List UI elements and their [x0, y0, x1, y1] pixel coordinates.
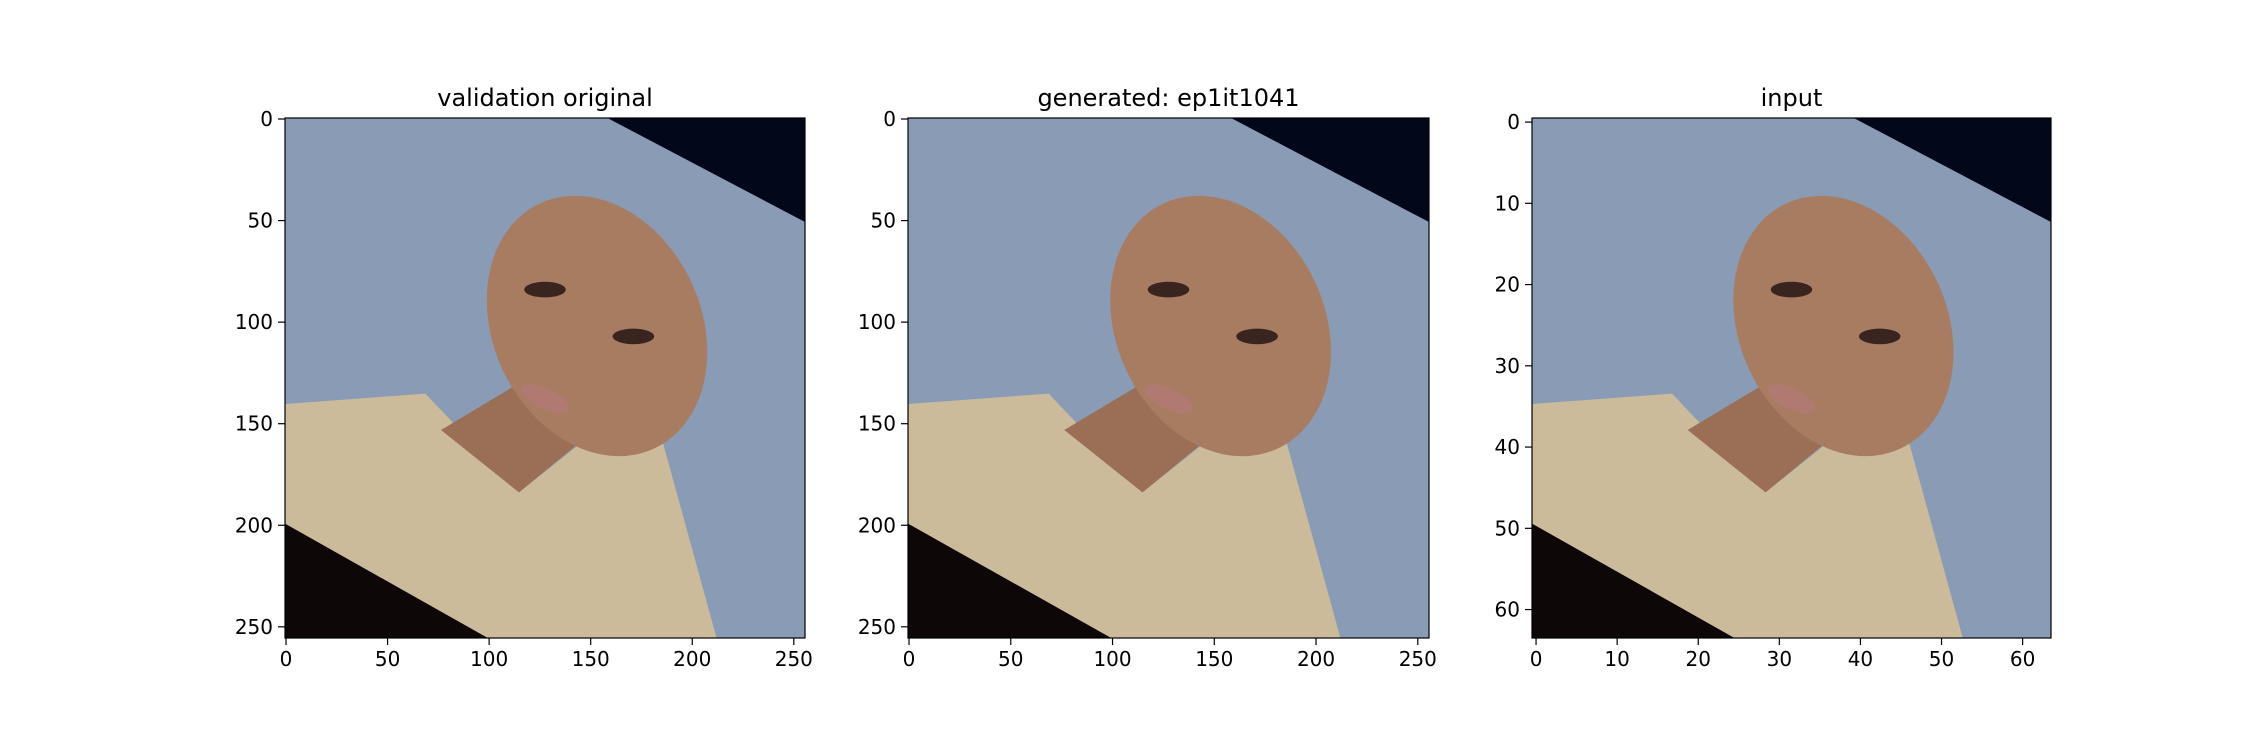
axes-frame: [284, 117, 806, 639]
x-tick-label: 0: [903, 647, 916, 671]
subplot: input 0 10 20 30 40 50 60 0 10 20 30 40 50 60: [1495, 84, 2052, 671]
y-tick-label: 100: [235, 310, 273, 334]
axes-frame: [907, 117, 1430, 639]
image: [1532, 118, 2051, 638]
x-tick-label: 100: [470, 647, 508, 671]
x-tick-label: 10: [1604, 647, 1629, 671]
image-dark-corner: [1532, 523, 1735, 638]
image: [285, 118, 805, 638]
image: [908, 118, 1429, 638]
y-tick-label: 0: [1507, 110, 1520, 134]
image-dark-corner: [1853, 118, 2051, 222]
axes-frame: [1531, 117, 2052, 639]
y-tick-label: 60: [1495, 598, 1520, 622]
x-tick-label: 100: [1093, 647, 1131, 671]
y-tick-label: 30: [1495, 354, 1520, 378]
y-tick-label: 50: [871, 209, 896, 233]
x-tick-label: 200: [1297, 647, 1335, 671]
x-tick-label: 250: [775, 647, 813, 671]
y-tick-label: 100: [858, 310, 896, 334]
x-tick-label: 0: [1530, 647, 1543, 671]
image-eye: [1858, 328, 1901, 345]
x-tick-label: 60: [2010, 647, 2035, 671]
x-tick-label: 50: [998, 647, 1023, 671]
x-tick-label: 0: [280, 647, 293, 671]
image-mouth: [1767, 384, 1816, 414]
subplot-title: generated: ep1it1041: [1037, 84, 1299, 112]
image-dark-corner: [908, 523, 1112, 638]
y-tick-label: 150: [235, 412, 273, 436]
image-mouth: [521, 384, 569, 414]
image-eye: [612, 328, 655, 345]
y-tick-label: 20: [1495, 273, 1520, 297]
y-tick-label: 0: [883, 107, 896, 131]
image-eye: [1147, 281, 1190, 298]
x-tick-label: 150: [1195, 647, 1233, 671]
y-tick-label: 0: [260, 107, 273, 131]
image-dark-corner: [1231, 118, 1429, 222]
x-tick-label: 50: [375, 647, 400, 671]
subplot-title: validation original: [437, 84, 653, 112]
x-tick-label: 50: [1929, 647, 1954, 671]
image-dark-corner: [285, 523, 488, 638]
x-tick-label: 150: [572, 647, 610, 671]
image-eye: [1770, 281, 1813, 298]
y-tick-label: 250: [858, 615, 896, 639]
y-tick-label: 200: [235, 513, 273, 537]
y-tick-label: 50: [248, 209, 273, 233]
subplot: validation original 0 50 100 150 200 250 0 50 100…: [235, 84, 813, 671]
subplot: generated: ep1it1041 0 50 100 150 200 250 0 50 10…: [858, 84, 1437, 671]
image-dark-corner: [607, 118, 805, 222]
x-tick-label: 200: [673, 647, 711, 671]
y-tick-label: 50: [1495, 516, 1520, 540]
y-tick-label: 40: [1495, 435, 1520, 459]
x-tick-label: 40: [1848, 647, 1873, 671]
y-tick-label: 10: [1495, 191, 1520, 215]
y-tick-label: 150: [858, 412, 896, 436]
x-tick-label: 20: [1686, 647, 1711, 671]
x-tick-label: 250: [1399, 647, 1437, 671]
image-eye: [524, 281, 566, 298]
y-tick-label: 200: [858, 513, 896, 537]
image-mouth: [1144, 384, 1193, 414]
subplot-title: input: [1761, 84, 1823, 112]
y-tick-label: 250: [235, 615, 273, 639]
x-tick-label: 30: [1767, 647, 1792, 671]
image-eye: [1236, 328, 1278, 345]
